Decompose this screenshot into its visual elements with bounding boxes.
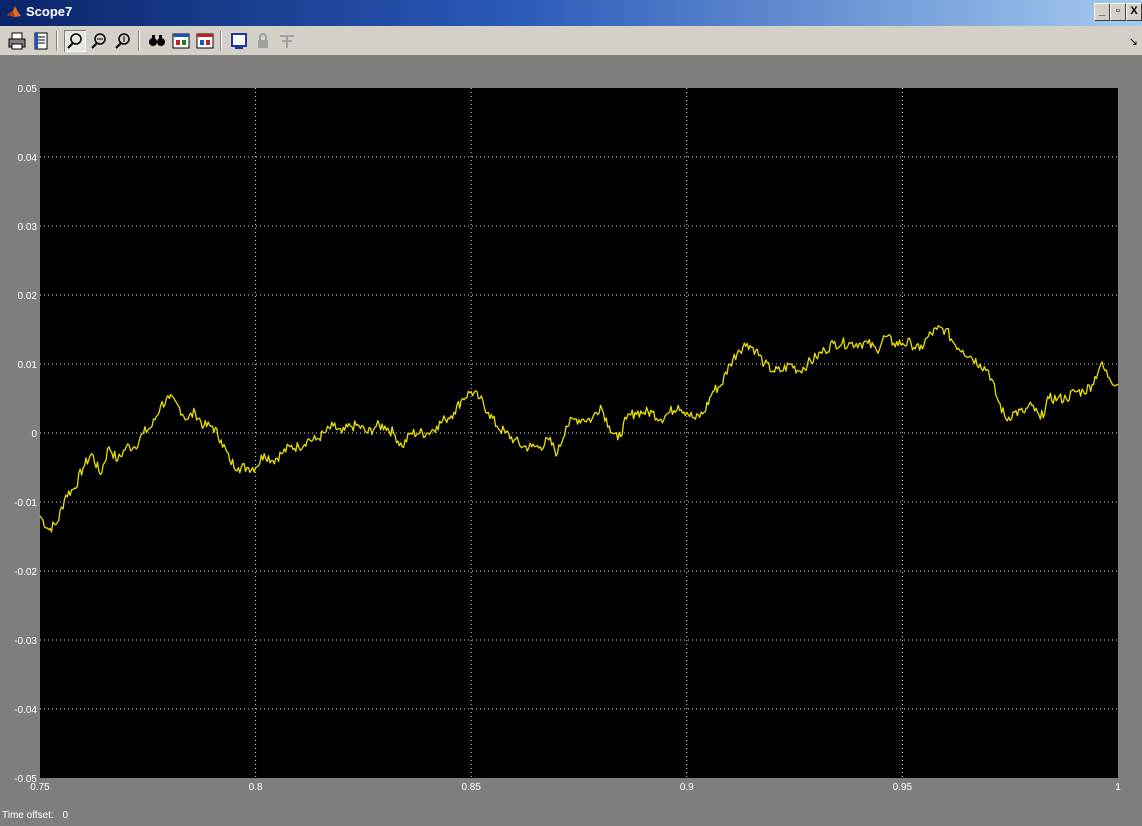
y-tick-label: -0.03 [14,636,37,647]
x-tick-label: 0.9 [680,782,694,793]
toolbar-separator [220,31,222,51]
x-tick-label: 0.8 [249,782,263,793]
toolbar-separator [138,31,140,51]
window-title: Scope7 [26,4,73,19]
save-axes-icon[interactable] [170,30,192,52]
y-tick-label: 0 [31,429,37,440]
zoom-y-icon[interactable] [112,30,134,52]
maximize-button[interactable]: ▫ [1110,3,1126,21]
x-tick-label: 0.95 [893,782,913,793]
tick-labels: 0.75 0.8 0.85 0.9 0.95 1 0.05 0.04 0.03 0.02 0.01 0… [14,84,1121,793]
y-tick-label: -0.04 [14,705,37,716]
title-bar[interactable]: Scope7 _ ▫ X [0,0,1142,26]
y-tick-label: 0.03 [18,222,38,233]
restore-axes-icon[interactable] [194,30,216,52]
zoom-icon[interactable] [64,30,86,52]
y-tick-label: 0.01 [18,360,38,371]
time-offset-label: Time offset: [2,810,54,821]
scope-plot[interactable]: 0.75 0.8 0.85 0.9 0.95 1 0.05 0.04 0.03 0.02 0.01 0… [0,56,1142,810]
plot-area[interactable] [40,88,1118,778]
y-tick-label: -0.01 [14,498,37,509]
autoscale-icon[interactable] [146,30,168,52]
y-tick-label: 0.02 [18,291,38,302]
signal-line [39,325,1118,533]
print-icon[interactable] [6,30,28,52]
x-tick-label: 0.75 [30,782,50,793]
parameters-icon[interactable] [30,30,52,52]
signal-selection-icon[interactable] [276,30,298,52]
signal-trace [39,325,1118,533]
status-bar: Time offset: 0 [2,810,68,821]
toolbar-separator [56,31,58,51]
close-button[interactable]: X [1126,3,1142,21]
lock-axes-icon[interactable] [252,30,274,52]
y-tick-label: 0.05 [18,84,38,95]
zoom-x-icon[interactable] [88,30,110,52]
matlab-logo-icon [7,6,21,17]
time-offset-value: 0 [62,810,69,821]
toolbar: ↘ [0,26,1142,56]
toolbar-overflow-icon[interactable]: ↘ [1128,36,1138,48]
floating-scope-icon[interactable] [228,30,250,52]
y-tick-label: -0.05 [14,774,37,785]
x-tick-label: 1 [1115,782,1121,793]
x-tick-label: 0.85 [461,782,481,793]
grid [40,88,1118,778]
minimize-button[interactable]: _ [1094,3,1110,21]
y-tick-label: -0.02 [14,567,37,578]
y-tick-label: 0.04 [18,153,38,164]
